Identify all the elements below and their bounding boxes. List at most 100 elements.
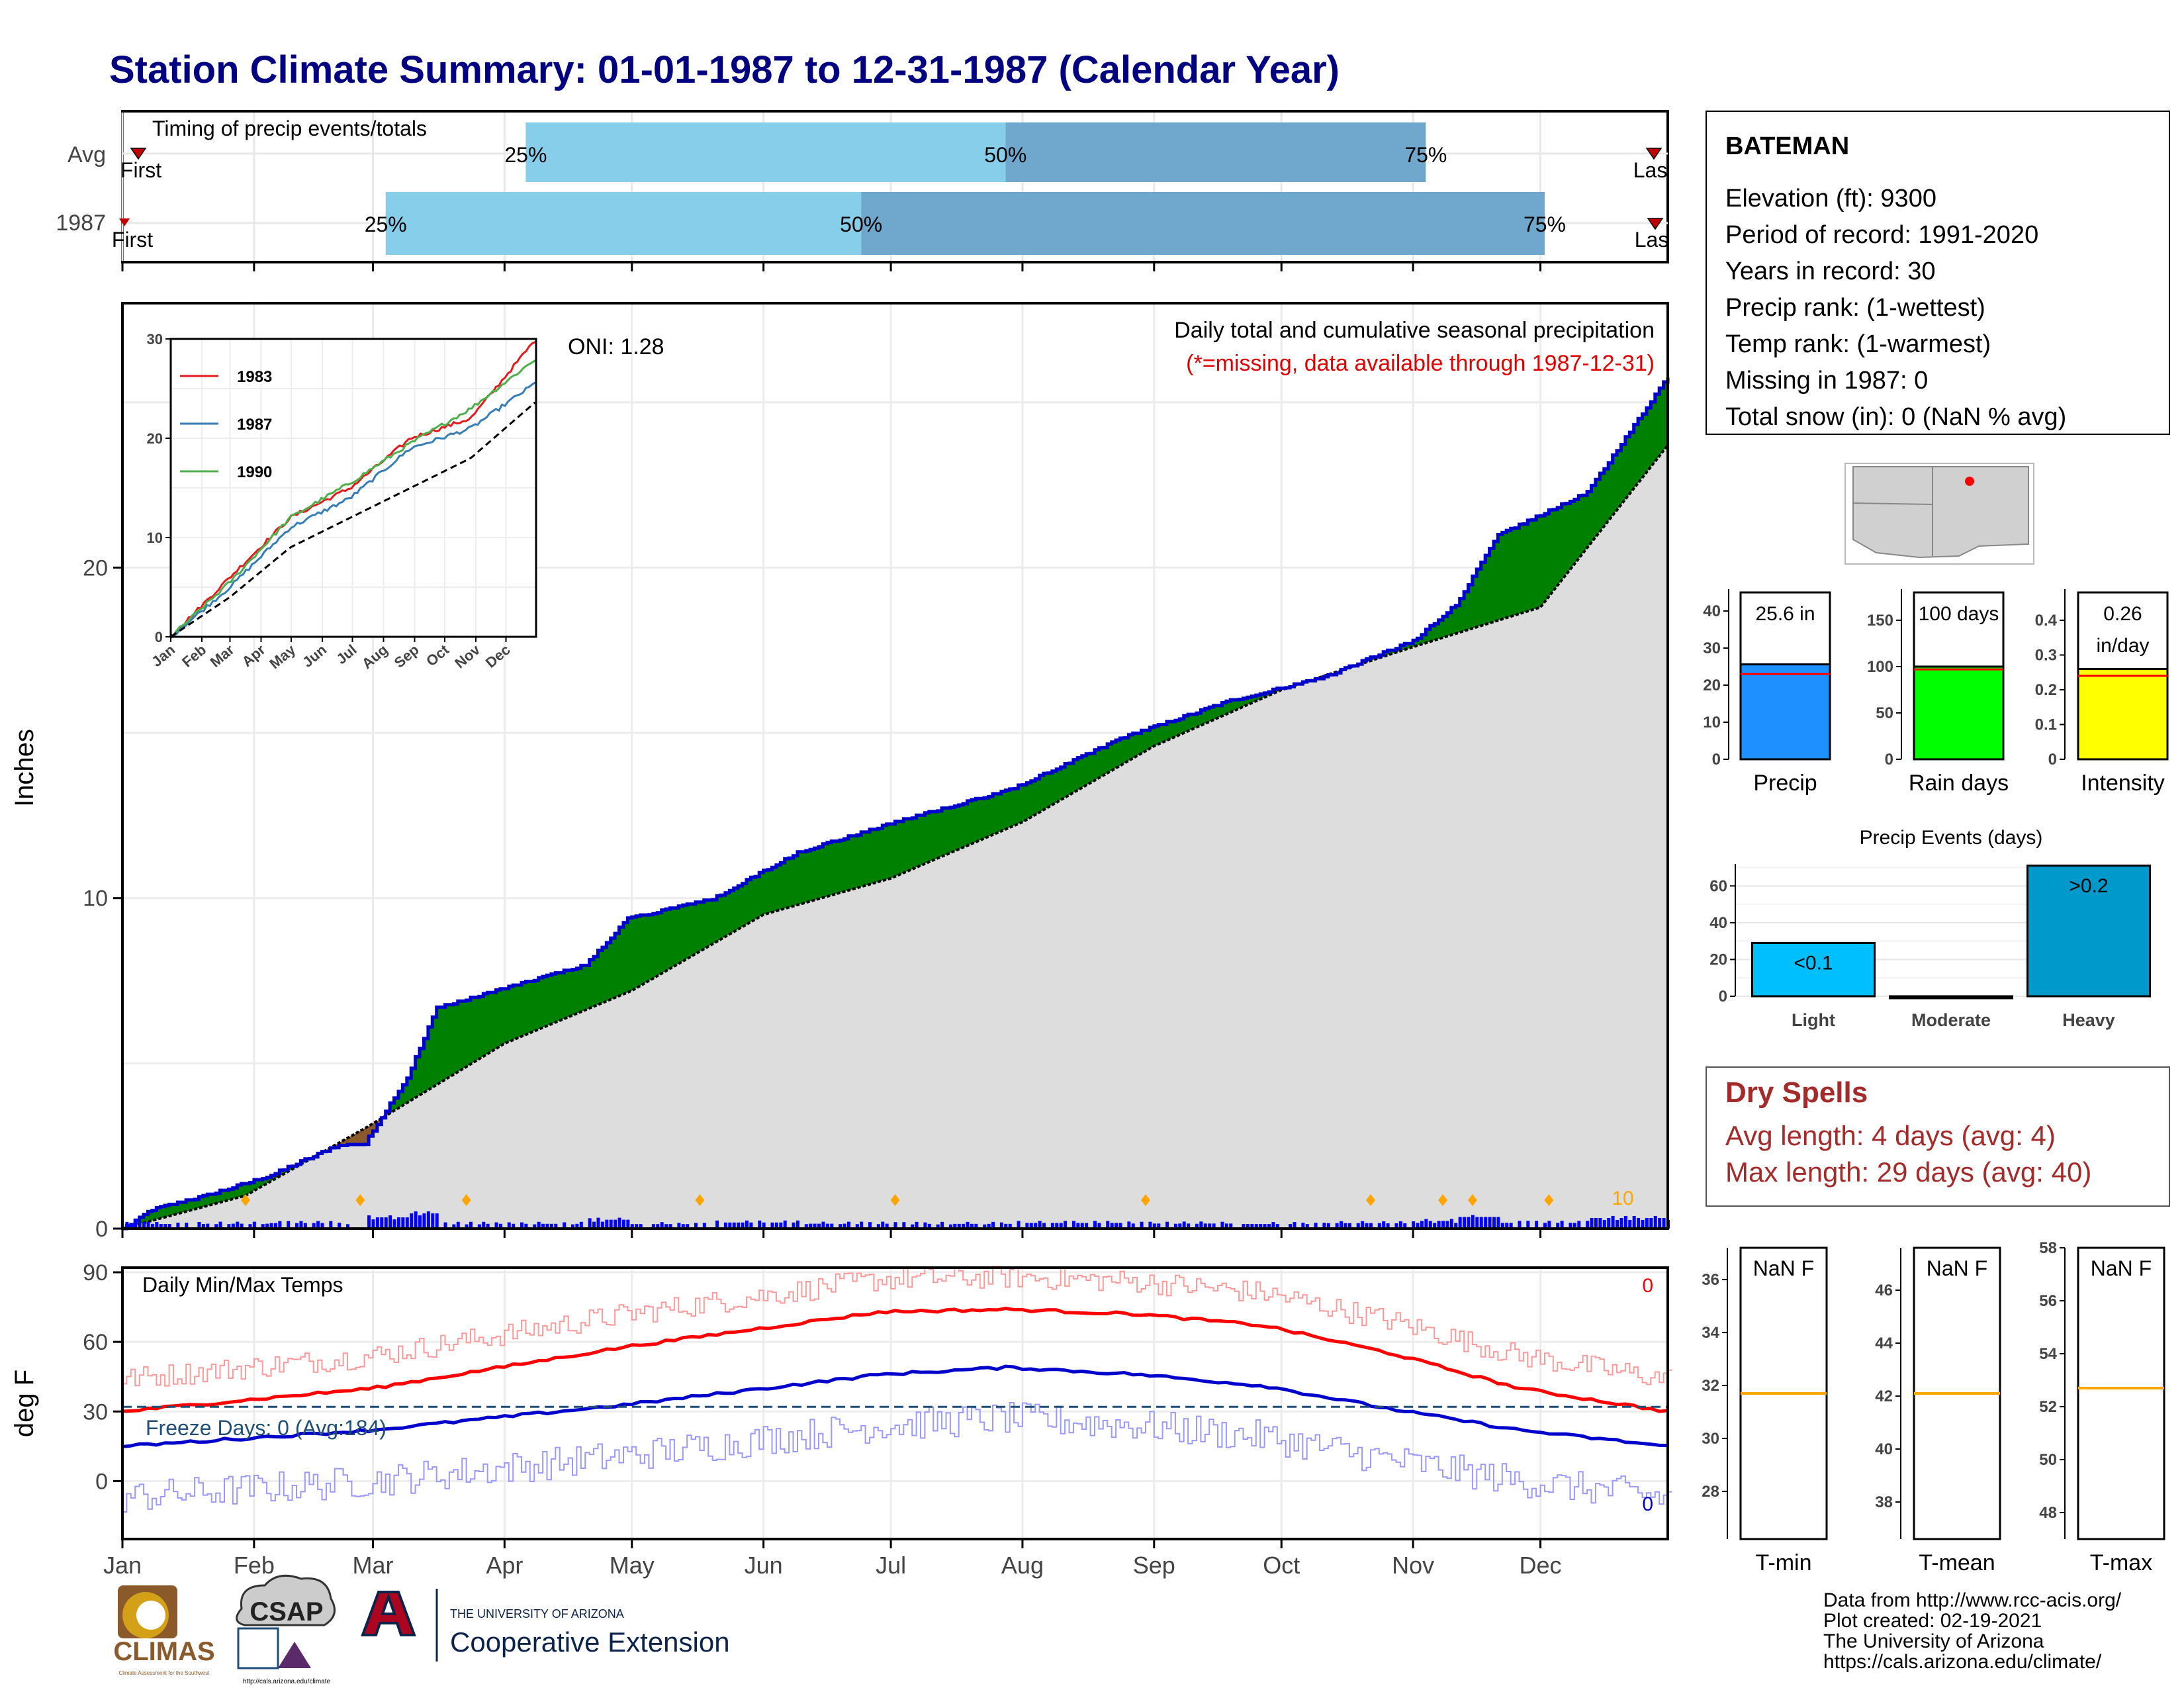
daily-max-marker [241, 1194, 251, 1206]
daily-precip-bar [1229, 1223, 1233, 1229]
daily-precip-bar [1110, 1223, 1114, 1229]
inset-ytick-label: 0 [155, 629, 163, 645]
daily-precip-bar [563, 1222, 567, 1229]
daily-precip-bar [1017, 1221, 1021, 1229]
daily-precip-bar [206, 1223, 210, 1229]
daily-precip-bar [1080, 1223, 1084, 1229]
daily-precip-bar [983, 1224, 987, 1229]
daily-precip-bar [1301, 1223, 1305, 1229]
inset-legend-label: 1987 [237, 416, 272, 434]
bar-ytick-label: 0.1 [2035, 716, 2057, 734]
daily-precip-bar [927, 1223, 931, 1229]
tbox-ytick-label: 46 [1875, 1282, 1893, 1299]
daily-precip-bar [482, 1221, 486, 1229]
daily-precip-bar [1475, 1217, 1479, 1229]
above-normal-area [122, 382, 1668, 1229]
daily-precip-bar [545, 1223, 549, 1229]
daily-precip-bar [201, 1224, 205, 1229]
inset-ytick-label: 30 [147, 331, 163, 348]
tbox-ytick-label: 38 [1875, 1493, 1893, 1511]
daily-precip-bar [273, 1223, 277, 1229]
daily-precip-bar [295, 1223, 299, 1229]
daily-precip-bar [974, 1223, 978, 1229]
footer-line-3: The University of Arizona [1823, 1630, 2044, 1652]
daily-precip-bar [575, 1223, 579, 1229]
daily-precip-bar [537, 1221, 541, 1229]
climas-text: CLIMAS [113, 1637, 214, 1666]
temp-ytick-label: 0 [95, 1469, 108, 1494]
daily-precip-bar [1254, 1224, 1258, 1229]
daily-precip-bar [821, 1221, 825, 1229]
daily-precip-bar [1420, 1221, 1424, 1229]
first-label-avg: First [120, 158, 161, 182]
daily-precip-bar [1157, 1223, 1161, 1229]
station-temp-rank: Temp rank: (1-warmest) [1725, 330, 1991, 358]
daily-precip-bar [498, 1223, 502, 1229]
inset-line-1983 [169, 341, 536, 639]
bar-value-label2: in/day [2096, 635, 2149, 657]
daily-precip-bar [1637, 1217, 1641, 1229]
daily-max-marker [461, 1194, 471, 1206]
daily-precip-bar [1271, 1222, 1275, 1229]
precip-events-chart: Precip Events (days) 0 20 40 60 <0.1 Light Mod… [1709, 827, 2151, 1030]
daily-precip-bar [231, 1223, 235, 1229]
temp-title: Daily Min/Max Temps [142, 1273, 343, 1297]
daily-precip-bar [902, 1222, 906, 1229]
temp-panel: 0 30 60 90 Daily Min/Max Temps Freeze Days:… [10, 1260, 1672, 1579]
daily-precip-bar [596, 1217, 600, 1229]
daily-precip-bar [987, 1223, 991, 1229]
daily-precip-bar [741, 1222, 745, 1229]
first-marker-1987 [119, 218, 130, 226]
daily-precip-bar [1543, 1223, 1547, 1229]
daily-max-marker [890, 1194, 900, 1206]
daily-precip-bar [842, 1223, 846, 1229]
daily-precip-bar [443, 1222, 447, 1229]
daily-precip-bar [846, 1221, 850, 1229]
daily-precip-bar [813, 1223, 817, 1229]
inset-legend-label: 1983 [237, 368, 272, 386]
daily-precip-bar [512, 1223, 516, 1229]
daily-precip-bar [520, 1222, 523, 1229]
daily-precip-bar [1042, 1223, 1046, 1229]
station-elevation: Elevation (ft): 9300 [1725, 185, 1936, 212]
summary-bars: 0 10 20 30 40 25.6 in Precip 0 50 100 150 100 days R… [1703, 589, 2169, 796]
locator-map [1844, 463, 2034, 565]
daily-precip-bar [1071, 1221, 1075, 1229]
inset-line-1990 [169, 359, 536, 639]
inset-ytick-label: 20 [147, 430, 163, 447]
daily-precip-bar [435, 1213, 439, 1229]
timing-1987-q2-q3 [861, 192, 1545, 255]
daily-precip-bar [868, 1222, 872, 1229]
daily-precip-bar [609, 1219, 613, 1229]
events-category-label: Heavy [2062, 1010, 2115, 1030]
daily-precip-bar [1577, 1221, 1581, 1229]
daily-precip-bar [465, 1224, 469, 1229]
daily-precip-bar [792, 1222, 796, 1229]
daily-precip-bar [345, 1224, 349, 1229]
daily-precip-bar [681, 1224, 685, 1229]
daily-precip-bar [1471, 1215, 1475, 1229]
daily-precip-bar [588, 1218, 592, 1229]
tbox-xlabel: T-min [1756, 1550, 1812, 1575]
daily-precip-bar [1182, 1221, 1186, 1229]
daily-precip-bar [1398, 1221, 1402, 1229]
daily-precip-bar [1347, 1223, 1351, 1229]
temp-ytick-label: 90 [83, 1260, 108, 1286]
daily-precip-bar [1492, 1217, 1496, 1229]
bar-value-label: 0.26 [2103, 603, 2142, 625]
inset-frame [169, 338, 537, 638]
daily-precip-bar [1463, 1217, 1467, 1229]
daily-precip-bar [715, 1220, 719, 1229]
bar-xlabel: Rain days [1909, 771, 2009, 796]
daily-precip-bar [1259, 1224, 1263, 1229]
daily-precip-bar [881, 1221, 885, 1229]
daily-max-marker [695, 1194, 705, 1206]
dry-spells-frame [1706, 1066, 2170, 1207]
station-frame [1706, 111, 2170, 435]
daily-precip-bar [1034, 1223, 1038, 1229]
daily-precip-bar [218, 1221, 222, 1229]
timing-1987-pct-label: 50% [840, 212, 882, 236]
avg-min-line [122, 1364, 1668, 1448]
daily-precip-bar [962, 1223, 966, 1229]
daily-precip-bar [1428, 1221, 1432, 1229]
